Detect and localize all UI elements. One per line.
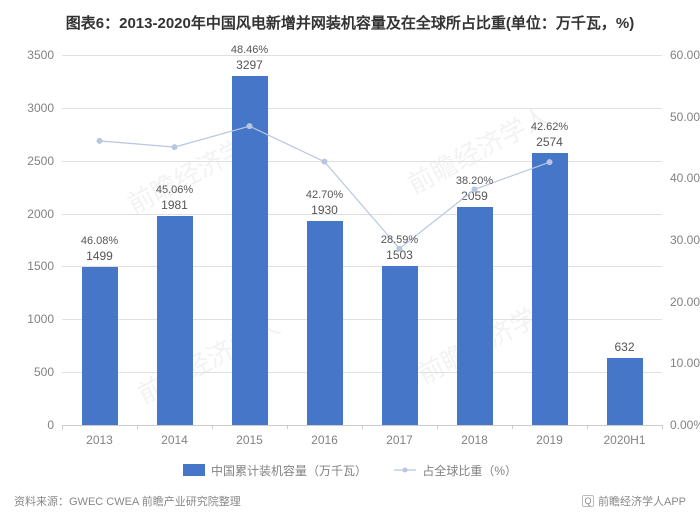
line-series [62, 55, 662, 425]
x-tick [287, 425, 288, 429]
y1-tick-label: 2000 [4, 207, 54, 221]
y2-tick-label: 20.00% [670, 295, 700, 309]
legend-bar-label: 中国累计装机容量（万千瓦） [211, 462, 367, 479]
legend: 中国累计装机容量（万千瓦） 占全球比重（%） [0, 462, 700, 480]
x-tick-label: 2018 [461, 433, 488, 447]
legend-line: 占全球比重（%） [394, 462, 517, 479]
x-tick-label: 2019 [536, 433, 563, 447]
y1-tick-label: 1500 [4, 259, 54, 273]
y1-tick-label: 500 [4, 365, 54, 379]
chart-plot-area: 05001000150020002500300035000.00%10.00%2… [62, 55, 662, 425]
line-value-label: 46.08% [81, 235, 118, 247]
legend-bar-swatch [183, 464, 205, 476]
x-tick-label: 2013 [86, 433, 113, 447]
x-tick-label: 2020H1 [603, 433, 645, 447]
y2-tick-label: 30.00% [670, 233, 700, 247]
y1-tick-label: 3000 [4, 101, 54, 115]
y2-tick-label: 50.00% [670, 110, 700, 124]
x-tick [662, 425, 663, 429]
line-value-label: 45.06% [156, 184, 193, 196]
footer: 资料来源：GWEC CWEA 前瞻产业研究院整理 Q 前瞻经济学人APP [14, 493, 686, 509]
x-tick-label: 2017 [386, 433, 413, 447]
line-value-label: 38.20% [456, 175, 493, 187]
x-tick [512, 425, 513, 429]
x-tick [437, 425, 438, 429]
x-tick-label: 2014 [161, 433, 188, 447]
y1-tick-label: 2500 [4, 154, 54, 168]
brand-text: 前瞻经济学人APP [598, 493, 686, 509]
x-tick [362, 425, 363, 429]
chart-title: 图表6：2013-2020年中国风电新增并网装机容量及在全球所占比重(单位：万千… [0, 12, 700, 33]
y2-tick-label: 0.00% [670, 418, 700, 432]
x-tick [587, 425, 588, 429]
chart-container: 图表6：2013-2020年中国风电新增并网装机容量及在全球所占比重(单位：万千… [0, 0, 700, 517]
y1-tick-label: 1000 [4, 312, 54, 326]
y1-tick-label: 0 [4, 418, 54, 432]
x-tick-label: 2015 [236, 433, 263, 447]
y2-tick-label: 60.00% [670, 48, 700, 62]
line-value-label: 48.46% [231, 44, 268, 56]
x-tick [62, 425, 63, 429]
brand: Q 前瞻经济学人APP [582, 493, 686, 509]
brand-logo-icon: Q [582, 495, 594, 507]
y2-tick-label: 10.00% [670, 356, 700, 370]
x-tick-label: 2016 [311, 433, 338, 447]
legend-bar: 中国累计装机容量（万千瓦） [183, 462, 367, 479]
legend-line-label: 占全球比重（%） [422, 462, 517, 479]
line-value-label: 42.62% [531, 121, 568, 133]
source-text: 资料来源：GWEC CWEA 前瞻产业研究院整理 [14, 493, 241, 509]
x-tick [212, 425, 213, 429]
legend-line-swatch [394, 464, 416, 476]
y2-tick-label: 40.00% [670, 171, 700, 185]
line-value-label: 42.70% [306, 189, 343, 201]
y1-tick-label: 3500 [4, 48, 54, 62]
line-value-label: 28.59% [381, 234, 418, 246]
x-tick [137, 425, 138, 429]
